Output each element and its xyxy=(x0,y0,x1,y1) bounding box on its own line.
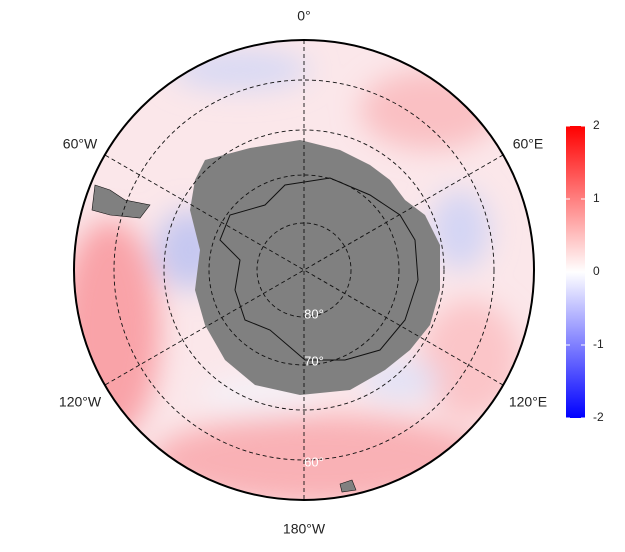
lon-label: 120°W xyxy=(59,394,102,410)
colorbar-tick-label: 2 xyxy=(593,118,600,132)
lon-label: 180°W xyxy=(283,521,326,537)
colorbar-ramp xyxy=(566,126,585,418)
lon-label: 60°E xyxy=(513,136,544,152)
lat-label: 80° xyxy=(304,306,324,321)
graticule xyxy=(104,40,504,500)
island xyxy=(339,479,357,493)
colorbar-tick-label: 0 xyxy=(593,264,600,278)
antarctica xyxy=(190,140,440,395)
colorbar-tick-label: -1 xyxy=(593,337,604,351)
colorbar-tick-label: 1 xyxy=(593,191,600,205)
lon-label: 120°E xyxy=(509,394,547,410)
latitude-circle xyxy=(256,222,352,318)
lon-label: 0° xyxy=(297,8,310,24)
map-border xyxy=(73,39,535,501)
latitude-circle xyxy=(113,79,495,461)
lat-label: 70° xyxy=(304,353,324,368)
south-america-tip xyxy=(91,184,151,219)
lon-label: 60°W xyxy=(63,136,98,152)
lat-label: 60° xyxy=(304,454,324,469)
coastline xyxy=(219,177,419,361)
latitude-circle xyxy=(163,129,445,411)
colorbar-tick-label: -2 xyxy=(593,410,604,424)
colorbar: 2 1 0 -1 -2 xyxy=(566,118,604,424)
